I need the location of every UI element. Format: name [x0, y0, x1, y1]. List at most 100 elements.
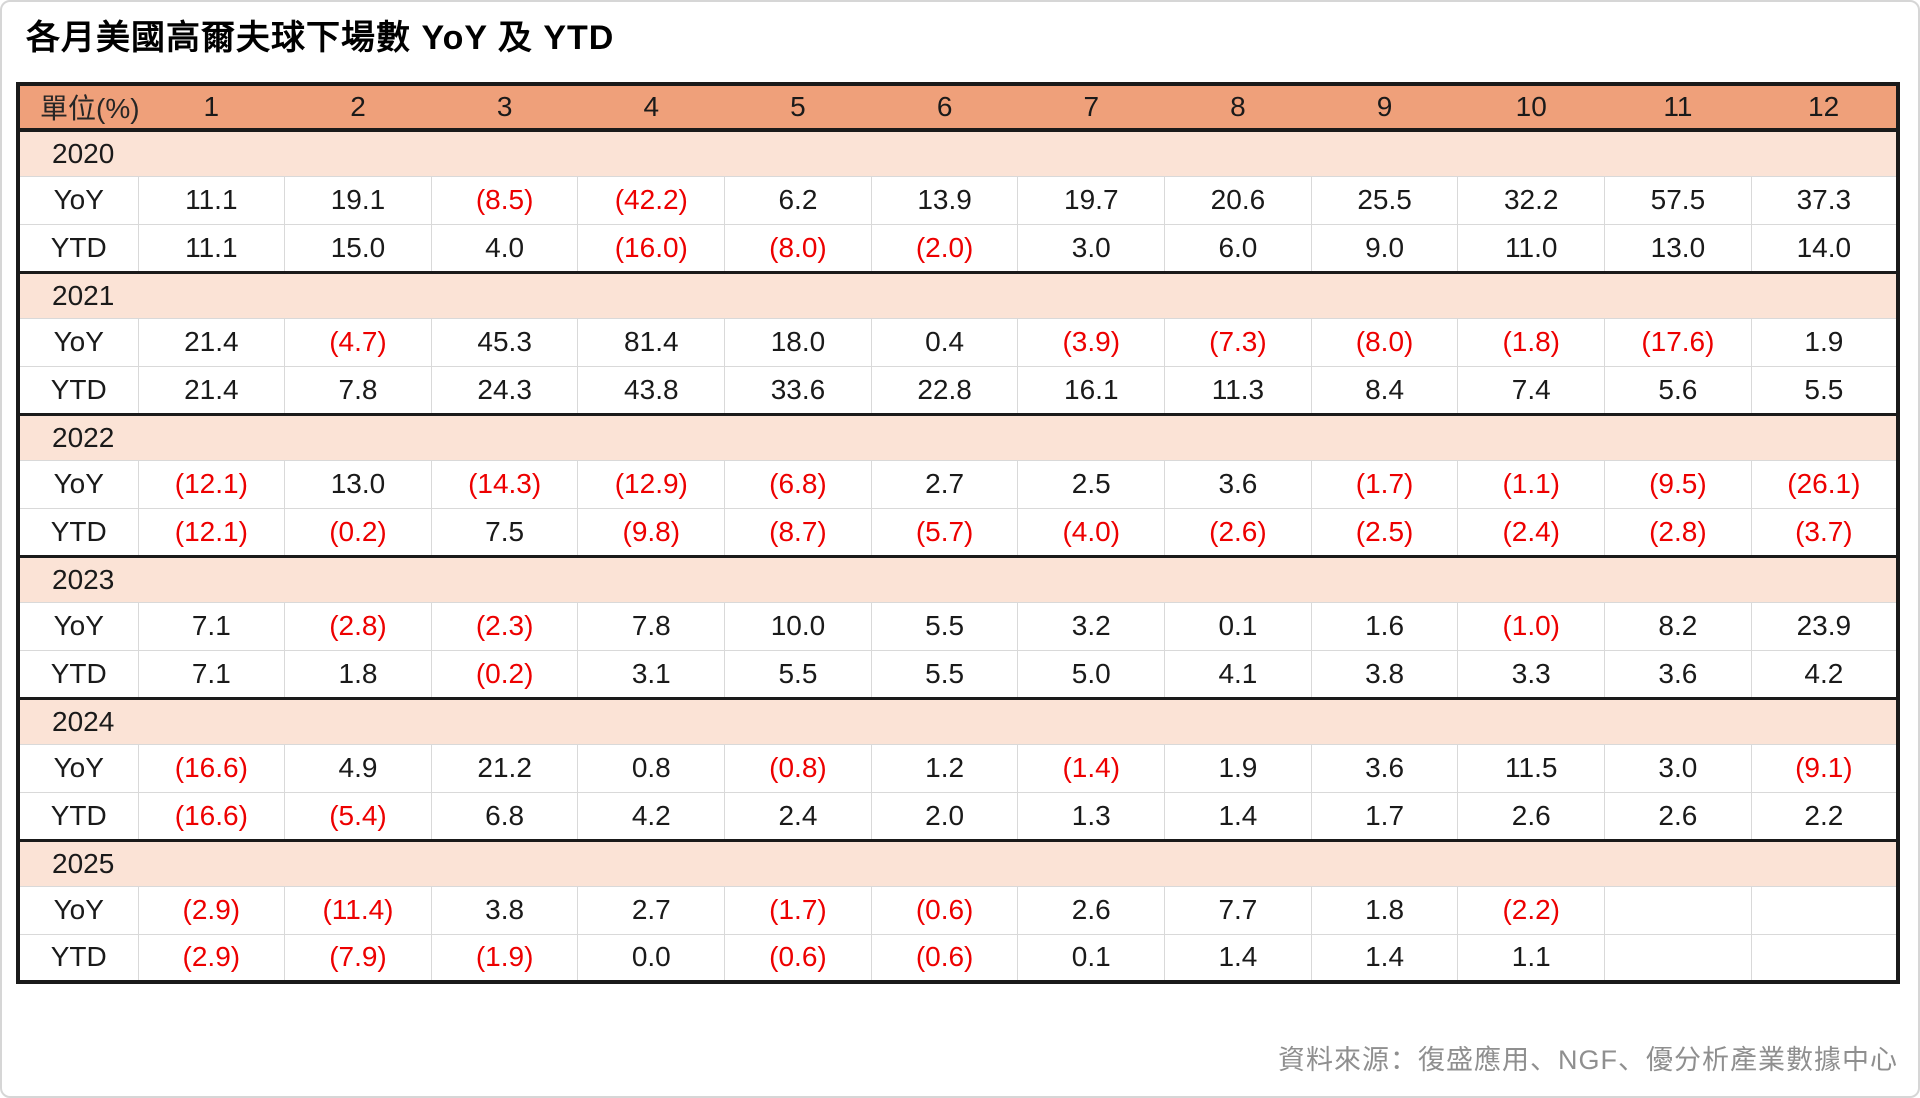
- data-cell: 11.1: [137, 223, 286, 274]
- header-row: 單位(%) 1 2 3 4 5 6 7 8 9 10 11 12: [18, 84, 1898, 132]
- metric-label: YTD: [16, 507, 139, 558]
- data-cell: 8.2: [1604, 601, 1752, 651]
- ytd-row: YTD 21.4 7.8 24.3 43.8 33.6 22.8 16.1 11.3 8.4 7.4…: [16, 365, 1900, 416]
- yoy-row: YoY 7.1 (2.8) (2.3) 7.8 10.0 5.5 3.2 0.1 1.6 (1.0)…: [16, 601, 1900, 651]
- data-cell: (1.8): [1457, 317, 1606, 367]
- yoy-row: YoY (12.1) 13.0 (14.3) (12.9) (6.8) 2.7 2.5 3.6(…: [16, 459, 1900, 509]
- data-cell: 1.6: [1310, 601, 1459, 651]
- data-cell: (0.6): [724, 933, 872, 984]
- metric-label: YoY: [16, 885, 139, 935]
- data-cell: (5.4): [284, 791, 432, 842]
- data-cell: [1750, 933, 1900, 984]
- data-cell: 3.6: [1164, 459, 1312, 509]
- year-label: 2023: [18, 556, 1898, 603]
- metric-label: YTD: [16, 791, 139, 842]
- metric-label: YTD: [16, 933, 139, 984]
- data-cell: 11.0: [1457, 223, 1606, 274]
- data-cell: 8.4: [1310, 365, 1459, 416]
- data-cell: 1.9: [1164, 743, 1312, 793]
- golf-rounds-table: 單位(%) 1 2 3 4 5 6 7 8 9 10 11 12 2020 YoY 11.1 19.1 (8.5…: [16, 82, 1900, 984]
- data-cell: 5.5: [870, 649, 1019, 700]
- data-cell: (1.7): [1310, 459, 1459, 509]
- yoy-row: YoY 11.1 19.1 (8.5) (42.2) 6.2 13.9 19.7 20.6 25.…: [16, 175, 1900, 225]
- data-cell: (5.7): [870, 507, 1019, 558]
- data-cell: (1.9): [430, 933, 579, 984]
- data-cell: 5.5: [724, 649, 872, 700]
- data-cell: 2.0: [870, 791, 1019, 842]
- data-cell: (12.1): [137, 459, 286, 509]
- data-cell: 20.6: [1164, 175, 1312, 225]
- data-cell: 2.6: [1604, 791, 1752, 842]
- data-cell: (9.8): [577, 507, 726, 558]
- data-cell: 5.0: [1017, 649, 1166, 700]
- source-note: 資料來源：復盛應用、NGF、優分析產業數據中心: [1278, 1045, 1898, 1075]
- metric-label: YoY: [16, 175, 139, 225]
- yoy-row: YoY (16.6) 4.9 21.2 0.8 (0.8) 1.2 (1.4) 1.9 3.6 11…: [16, 743, 1900, 793]
- data-cell: (2.2): [1457, 885, 1606, 935]
- data-cell: 4.0: [430, 223, 579, 274]
- month-header: 9: [1311, 84, 1458, 132]
- data-cell: 23.9: [1750, 601, 1900, 651]
- metric-label: YoY: [16, 459, 139, 509]
- data-cell: (2.0): [870, 223, 1019, 274]
- data-cell: (12.1): [137, 507, 286, 558]
- data-cell: 45.3: [430, 317, 579, 367]
- data-cell: 21.2: [430, 743, 579, 793]
- data-cell: [1750, 885, 1900, 935]
- data-cell: 7.1: [137, 649, 286, 700]
- yoy-row: YoY 21.4 (4.7) 45.3 81.4 18.0 0.4 (3.9) (7.3) (8.…: [16, 317, 1900, 367]
- data-cell: 13.9: [870, 175, 1019, 225]
- data-cell: 25.5: [1310, 175, 1459, 225]
- data-cell: 2.5: [1017, 459, 1166, 509]
- data-cell: 2.2: [1750, 791, 1900, 842]
- data-cell: 7.4: [1457, 365, 1606, 416]
- data-cell: 0.4: [870, 317, 1019, 367]
- data-cell: (17.6): [1604, 317, 1752, 367]
- data-cell: 3.0: [1604, 743, 1752, 793]
- data-cell: (9.1): [1750, 743, 1900, 793]
- data-cell: 15.0: [284, 223, 432, 274]
- month-header: 3: [431, 84, 578, 132]
- data-cell: 3.6: [1604, 649, 1752, 700]
- data-cell: (42.2): [577, 175, 726, 225]
- data-cell: 2.4: [724, 791, 872, 842]
- data-cell: (0.6): [870, 933, 1019, 984]
- data-cell: 3.1: [577, 649, 726, 700]
- data-cell: 1.7: [1310, 791, 1459, 842]
- data-cell: 0.0: [577, 933, 726, 984]
- data-cell: 4.9: [284, 743, 432, 793]
- data-cell: 21.4: [137, 317, 286, 367]
- unit-label: 單位(%): [18, 84, 138, 132]
- month-header: 5: [724, 84, 872, 132]
- data-cell: (8.0): [1310, 317, 1459, 367]
- data-cell: 7.8: [577, 601, 726, 651]
- data-cell: (1.1): [1457, 459, 1606, 509]
- data-cell: (0.6): [870, 885, 1019, 935]
- data-cell: 7.7: [1164, 885, 1312, 935]
- data-cell: 18.0: [724, 317, 872, 367]
- data-cell: 1.4: [1164, 791, 1312, 842]
- data-cell: (12.9): [577, 459, 726, 509]
- data-cell: 14.0: [1750, 223, 1900, 274]
- data-cell: (3.7): [1750, 507, 1900, 558]
- data-cell: 2.6: [1017, 885, 1166, 935]
- data-cell: 0.1: [1017, 933, 1166, 984]
- month-header: 6: [871, 84, 1018, 132]
- metric-label: YTD: [16, 223, 139, 274]
- data-cell: [1604, 933, 1752, 984]
- ytd-row: YTD (12.1) (0.2) 7.5 (9.8) (8.7) (5.7) (4.0) (2.…: [16, 507, 1900, 558]
- data-cell: (1.4): [1017, 743, 1166, 793]
- data-cell: (16.6): [137, 743, 286, 793]
- data-cell: (8.7): [724, 507, 872, 558]
- data-cell: 1.2: [870, 743, 1019, 793]
- metric-label: YTD: [16, 365, 139, 416]
- data-cell: 32.2: [1457, 175, 1606, 225]
- year-label: 2020: [18, 130, 1898, 177]
- data-cell: 13.0: [1604, 223, 1752, 274]
- data-cell: 3.8: [1310, 649, 1459, 700]
- metric-label: YTD: [16, 649, 139, 700]
- data-cell: 5.6: [1604, 365, 1752, 416]
- data-cell: 1.9: [1750, 317, 1900, 367]
- data-cell: 2.7: [870, 459, 1019, 509]
- data-cell: (9.5): [1604, 459, 1752, 509]
